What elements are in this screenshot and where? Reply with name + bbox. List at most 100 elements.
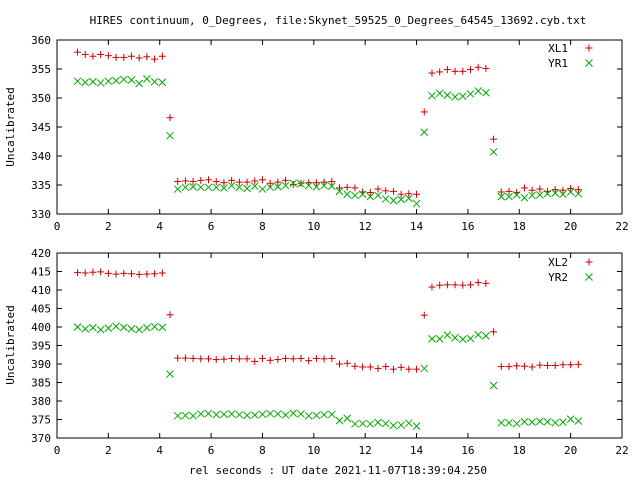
- data-point-yr2: [243, 411, 251, 420]
- data-point-yr1: [81, 78, 90, 87]
- data-point-yr1: [96, 79, 105, 87]
- data-point-yr2: [335, 416, 344, 425]
- top-x-tick-label: 16: [461, 220, 474, 233]
- data-point-yr2: [559, 418, 567, 426]
- data-point-yr2: [535, 417, 544, 426]
- data-point-yr2: [543, 417, 552, 426]
- data-point-yr1: [266, 183, 275, 192]
- top-y-tick-label: 335: [31, 179, 51, 192]
- data-point-yr2: [250, 411, 259, 419]
- bottom-panel: Uncalibrated rel seconds : UT date 2021-…: [4, 247, 629, 477]
- data-point-yr1: [574, 189, 583, 198]
- data-point-yr2: [420, 364, 429, 373]
- data-point-xl2: [143, 270, 151, 278]
- data-point-yr2: [412, 422, 421, 431]
- data-point-xl1: [205, 176, 213, 184]
- data-point-yr1: [458, 92, 467, 101]
- top-x-tick-label: 0: [54, 220, 61, 233]
- legend-label-xl1: XL1: [548, 42, 568, 55]
- data-point-yr1: [358, 190, 367, 199]
- data-point-yr1: [173, 185, 182, 193]
- data-point-xl2: [459, 281, 467, 289]
- data-point-xl2: [289, 355, 297, 363]
- data-point-xl2: [205, 355, 213, 363]
- data-point-yr2: [566, 415, 575, 423]
- data-point-xl1: [220, 179, 228, 187]
- data-point-yr1: [559, 190, 567, 199]
- data-point-xl2: [482, 279, 490, 287]
- data-point-xl1: [559, 186, 567, 194]
- data-point-xl2: [544, 361, 552, 369]
- data-point-xl1: [459, 67, 467, 75]
- data-point-yr2: [474, 330, 483, 339]
- data-point-xl1: [436, 68, 444, 76]
- data-point-xl1: [74, 48, 82, 56]
- data-point-xl2: [112, 270, 120, 278]
- data-point-xl2: [81, 269, 89, 277]
- bottom-y-tick-label: 375: [31, 414, 51, 427]
- data-point-yr1: [351, 191, 359, 200]
- data-point-yr1: [250, 182, 259, 191]
- data-point-xl1: [189, 178, 197, 186]
- data-point-yr1: [143, 75, 151, 83]
- top-y-tick-label: 355: [31, 63, 51, 76]
- data-point-yr1: [381, 195, 390, 203]
- data-point-xl2: [413, 365, 421, 373]
- data-point-xl2: [343, 359, 351, 367]
- bottom-y-tick-label: 410: [31, 284, 51, 297]
- top-y-tick-label: 350: [31, 92, 51, 105]
- data-point-xl2: [166, 311, 174, 319]
- data-point-xl1: [228, 176, 236, 184]
- data-point-yr1: [166, 131, 174, 140]
- data-point-xl2: [528, 363, 536, 371]
- data-point-yr1: [181, 183, 190, 192]
- data-point-xl1: [274, 178, 282, 186]
- data-point-yr2: [81, 324, 90, 333]
- bottom-x-tick-label: 16: [461, 444, 474, 457]
- bottom-y-tick-label: 400: [31, 321, 51, 334]
- data-point-xl1: [151, 55, 159, 63]
- top-x-tick-label: 18: [513, 220, 526, 233]
- data-point-yr2: [266, 409, 275, 418]
- data-point-xl1: [104, 52, 112, 60]
- data-point-yr1: [235, 183, 244, 192]
- data-point-yr2: [443, 331, 452, 339]
- top-x-tick-label: 2: [105, 220, 112, 233]
- data-point-yr2: [505, 418, 513, 427]
- data-point-yr1: [196, 183, 205, 192]
- data-point-xl2: [89, 268, 97, 276]
- data-point-xl2: [451, 281, 459, 289]
- data-point-yr2: [466, 334, 475, 343]
- data-point-yr1: [374, 191, 382, 200]
- bottom-y-tick-label: 385: [31, 377, 51, 390]
- data-point-yr1: [412, 199, 421, 208]
- top-y-axis-label: Uncalibrated: [4, 87, 17, 166]
- data-point-xl2: [520, 362, 528, 370]
- top-x-tick-label: 12: [359, 220, 372, 233]
- legend-marker-yr1: [585, 59, 593, 67]
- data-point-xl2: [274, 356, 282, 364]
- data-point-xl2: [551, 361, 559, 369]
- top-x-tick-label: 4: [156, 220, 163, 233]
- data-point-yr1: [312, 182, 321, 191]
- data-point-xl1: [174, 178, 182, 186]
- data-point-yr1: [497, 192, 506, 201]
- data-point-xl2: [389, 365, 397, 373]
- data-point-yr2: [143, 323, 151, 332]
- data-point-xl2: [235, 355, 243, 363]
- bottom-plot-frame: [56, 252, 623, 439]
- bottom-y-tick-label: 405: [31, 303, 51, 316]
- data-point-xl1: [336, 184, 343, 192]
- data-point-xl1: [505, 187, 513, 195]
- data-point-xl1: [312, 179, 320, 187]
- data-point-xl1: [405, 190, 413, 198]
- data-point-xl2: [567, 361, 575, 369]
- data-point-yr1: [212, 183, 221, 192]
- data-point-yr1: [320, 181, 328, 190]
- data-point-xl1: [451, 67, 459, 75]
- data-point-yr2: [528, 418, 536, 426]
- data-point-xl2: [513, 362, 521, 370]
- data-point-yr2: [281, 411, 290, 419]
- data-point-xl1: [551, 186, 559, 194]
- data-point-xl2: [197, 355, 205, 363]
